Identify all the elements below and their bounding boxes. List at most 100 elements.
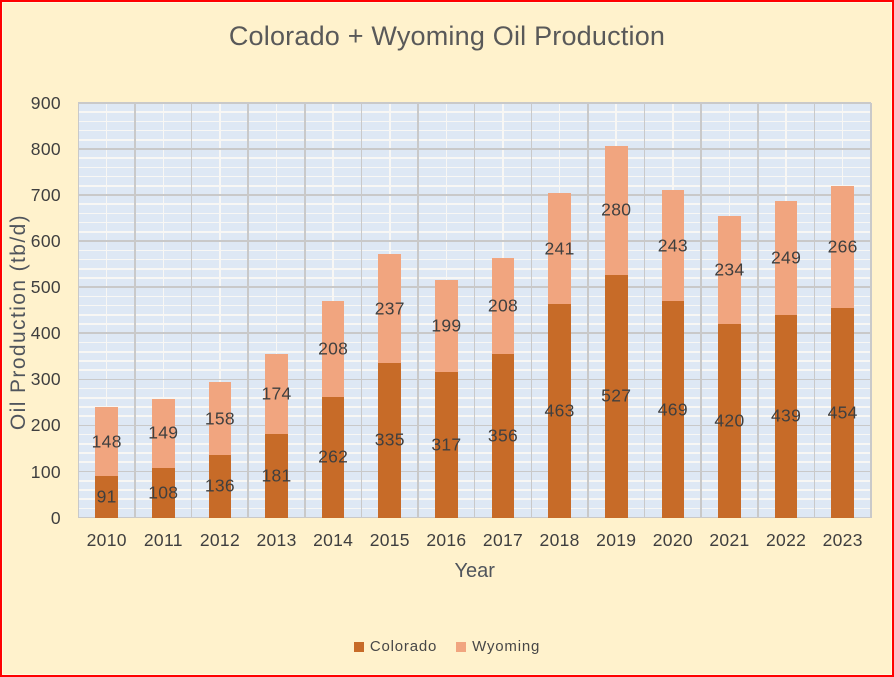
data-label-wyoming-2012: 158 xyxy=(204,408,235,429)
y-tick-label-500: 500 xyxy=(30,277,61,298)
data-label-wyoming-2020: 243 xyxy=(657,235,688,255)
bar-segment-colorado-2015 xyxy=(378,363,402,518)
data-label-colorado-2023: 454 xyxy=(827,402,858,423)
bar-segment-colorado-2014 xyxy=(321,396,345,518)
minor-gridline xyxy=(105,102,108,518)
major-gridline xyxy=(870,102,872,518)
x-tick-label-2010: 2010 xyxy=(86,530,127,550)
plot-area: 91 148 108 149 136 158 181 174 262 208 335 237 317 19… xyxy=(77,102,872,519)
data-label-wyoming-2021: 234 xyxy=(714,259,745,280)
bar-segment-colorado-2023 xyxy=(831,308,854,518)
data-label-colorado-2016: 317 xyxy=(431,434,462,455)
major-gridline xyxy=(77,102,80,518)
bar-segment-wyoming-2015 xyxy=(378,254,402,364)
bar-segment-wyoming-2018 xyxy=(548,193,571,305)
data-label-wyoming-2010: 148 xyxy=(91,431,122,452)
data-label-colorado-2013: 181 xyxy=(261,465,292,486)
data-label-wyoming-2022: 249 xyxy=(771,247,802,268)
y-tick-label-400: 400 xyxy=(30,323,61,344)
legend-item-wyoming: Wyoming xyxy=(456,639,540,654)
data-label-wyoming-2013: 174 xyxy=(261,383,292,404)
x-tick-label-2015: 2015 xyxy=(369,530,410,550)
bar-segment-colorado-2016 xyxy=(435,371,458,518)
y-tick-label-900: 900 xyxy=(30,92,61,113)
x-tick-label-2017: 2017 xyxy=(482,530,524,550)
data-label-wyoming-2019: 280 xyxy=(601,199,632,220)
bar-segment-colorado-2019 xyxy=(604,274,628,518)
major-gridline xyxy=(417,102,419,518)
y-tick-label-100: 100 xyxy=(30,461,61,482)
data-label-colorado-2022: 439 xyxy=(771,405,802,426)
x-tick-label-2020: 2020 xyxy=(652,530,693,550)
x-tick-label-2019: 2019 xyxy=(596,530,637,550)
bar-segment-wyoming-2013 xyxy=(265,354,288,435)
data-label-colorado-2018: 463 xyxy=(544,400,575,421)
bar-segment-colorado-2020 xyxy=(661,301,685,518)
x-tick-label-2011: 2011 xyxy=(143,530,183,550)
data-label-colorado-2014: 262 xyxy=(318,446,349,467)
legend-label-colorado: Colorado xyxy=(369,638,438,655)
bar-segment-wyoming-2011 xyxy=(152,399,175,468)
major-gridline xyxy=(756,102,759,518)
data-label-colorado-2019: 527 xyxy=(601,385,632,406)
major-gridline xyxy=(190,102,193,518)
bar-segment-wyoming-2016 xyxy=(435,279,458,372)
bar-segment-colorado-2021 xyxy=(718,324,741,518)
x-tick-label-2012: 2012 xyxy=(199,530,240,550)
legend-swatch-wyoming xyxy=(456,641,467,652)
bar-segment-wyoming-2023 xyxy=(831,185,854,309)
bar-segment-colorado-2010 xyxy=(95,475,118,518)
legend-item-colorado: Colorado xyxy=(353,638,438,655)
bar-segment-wyoming-2012 xyxy=(208,382,232,455)
data-label-wyoming-2023: 266 xyxy=(827,236,858,257)
minor-gridline xyxy=(162,102,165,518)
y-tick-label-200: 200 xyxy=(30,415,61,436)
data-label-wyoming-2017: 208 xyxy=(487,295,519,316)
bar-segment-wyoming-2020 xyxy=(661,189,685,302)
data-label-colorado-2021: 420 xyxy=(714,410,745,431)
major-gridline xyxy=(134,102,136,518)
x-tick-label-2018: 2018 xyxy=(539,530,580,550)
chart-title: Colorado + Wyoming Oil Production xyxy=(228,21,666,51)
major-gridline xyxy=(360,102,363,518)
data-label-wyoming-2015: 237 xyxy=(374,298,405,319)
data-label-colorado-2010: 91 xyxy=(96,486,117,507)
major-gridline xyxy=(813,102,816,518)
data-label-wyoming-2018: 241 xyxy=(544,238,575,259)
bar-segment-wyoming-2010 xyxy=(95,407,118,476)
y-tick-label-300: 300 xyxy=(30,369,61,390)
y-tick-label-700: 700 xyxy=(30,185,61,206)
data-label-wyoming-2016: 199 xyxy=(431,315,462,336)
major-gridline xyxy=(700,102,702,518)
major-gridline xyxy=(587,102,589,518)
data-label-colorado-2017: 356 xyxy=(487,425,519,446)
x-tick-label-2021: 2021 xyxy=(709,530,750,550)
x-tick-label-2023: 2023 xyxy=(822,530,863,550)
major-gridline xyxy=(304,102,306,518)
x-axis-title: Year xyxy=(454,560,495,582)
bar-segment-colorado-2017 xyxy=(491,353,515,518)
bar-segment-wyoming-2021 xyxy=(718,216,741,325)
bar-segment-wyoming-2022 xyxy=(774,200,798,316)
x-tick-label-2016: 2016 xyxy=(426,530,467,550)
x-tick-label-2013: 2013 xyxy=(256,530,297,550)
data-label-wyoming-2014: 208 xyxy=(318,338,349,359)
major-gridline xyxy=(643,102,646,518)
x-tick-label-2014: 2014 xyxy=(313,530,354,550)
legend: Colorado Wyoming xyxy=(2,639,892,654)
legend-label-wyoming: Wyoming xyxy=(472,638,541,655)
data-label-wyoming-2011: 149 xyxy=(148,422,179,443)
major-gridline xyxy=(78,516,871,519)
minor-gridline xyxy=(219,102,221,518)
major-gridline xyxy=(530,102,533,518)
bar-segment-wyoming-2017 xyxy=(491,257,515,354)
major-gridline xyxy=(247,102,250,518)
bar-segment-colorado-2018 xyxy=(548,304,571,518)
bar-segment-colorado-2013 xyxy=(265,434,288,518)
data-label-colorado-2011: 108 xyxy=(148,482,179,503)
minor-gridline xyxy=(275,102,278,518)
legend-swatch-colorado xyxy=(353,641,364,652)
y-tick-label-600: 600 xyxy=(30,231,61,252)
